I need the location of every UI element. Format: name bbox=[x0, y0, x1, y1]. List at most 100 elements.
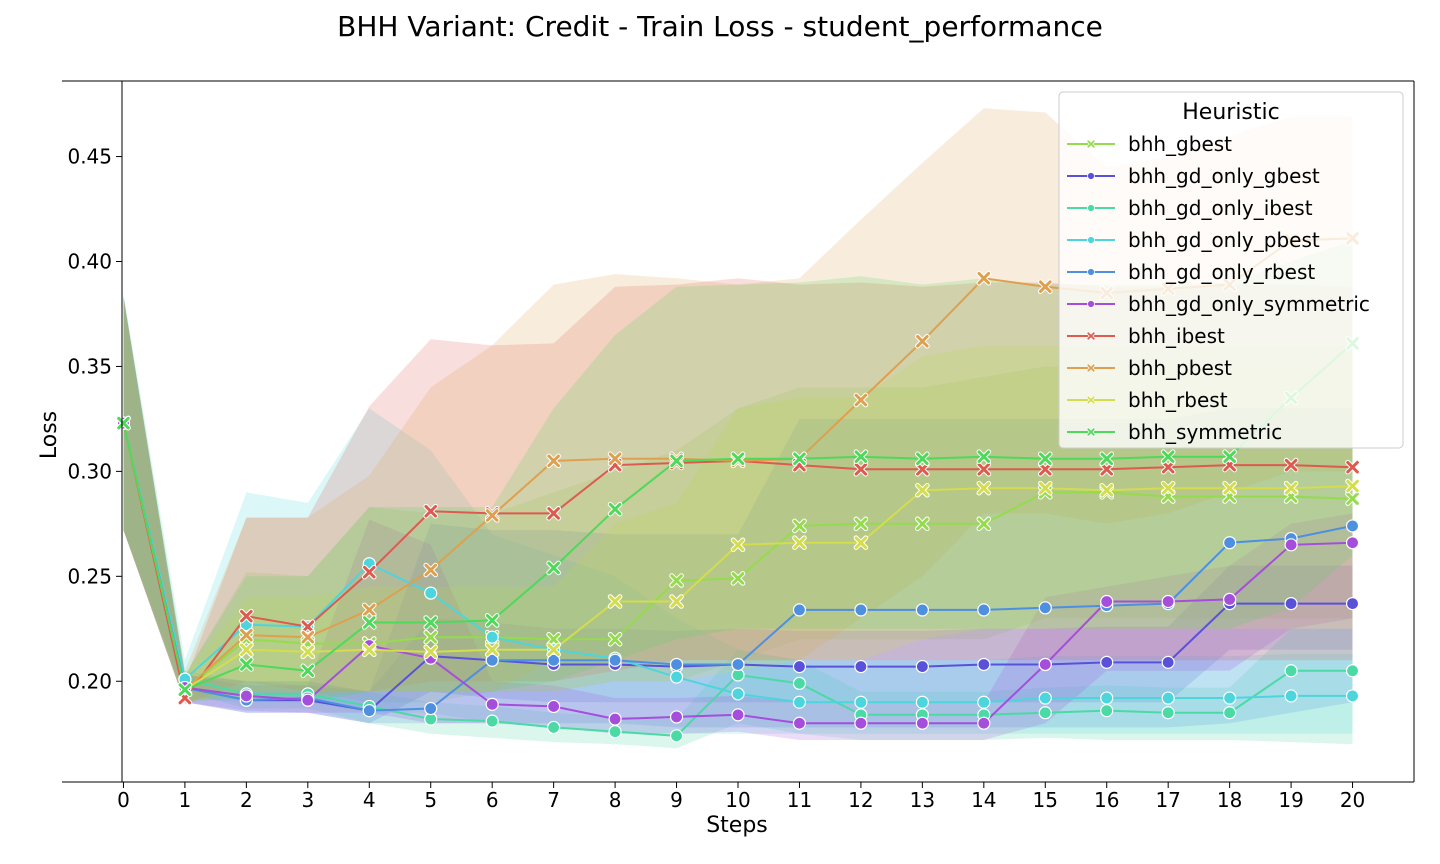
marker-bhh_gd_only_rbest-20 bbox=[1345, 519, 1360, 533]
marker-cross bbox=[854, 462, 868, 476]
marker-bhh_gd_only_gbest-13 bbox=[915, 659, 929, 674]
marker-bhh_gd_only_ibest-20 bbox=[1345, 664, 1360, 678]
marker-cross bbox=[547, 561, 560, 575]
marker-bhh_symmetric-5 bbox=[423, 615, 439, 630]
marker-bhh_gd_only_symmetric-2 bbox=[239, 689, 253, 703]
band-bhh_rbest bbox=[123, 297, 1353, 703]
marker-bhh_symmetric-4 bbox=[361, 615, 377, 630]
marker-cross bbox=[547, 632, 560, 646]
marker-cross bbox=[1161, 450, 1175, 463]
marker-bhh_rbest-10 bbox=[730, 537, 746, 553]
marker-bhh_pbest-8 bbox=[607, 451, 623, 467]
marker-bhh_pbest-6 bbox=[484, 508, 500, 523]
marker-bhh_gd_only_symmetric-3 bbox=[301, 693, 315, 707]
marker-cross bbox=[1038, 280, 1052, 293]
marker-cross bbox=[731, 452, 745, 466]
marker-cross bbox=[1100, 452, 1114, 466]
marker-bhh_symmetric-14 bbox=[976, 449, 992, 464]
marker-bhh_ibest-15 bbox=[1037, 461, 1053, 477]
marker-cross bbox=[793, 452, 806, 466]
marker-bhh_gd_only_pbest-18 bbox=[1223, 691, 1237, 705]
marker-bhh_gd_only_symmetric-18 bbox=[1223, 592, 1237, 607]
marker-cross bbox=[854, 450, 868, 463]
x-tick-label: 12 bbox=[848, 788, 873, 812]
marker-bhh_gd_only_pbest-15 bbox=[1038, 691, 1052, 705]
marker-bhh_pbest-12 bbox=[853, 392, 869, 408]
marker-bhh_gbest-20 bbox=[1345, 491, 1360, 506]
legend-label-bhh_gd_only_ibest: bhh_gd_only_ibest bbox=[1128, 196, 1313, 220]
marker-bhh_symmetric-9 bbox=[669, 453, 684, 469]
marker-cross bbox=[670, 454, 683, 468]
marker-bhh_symmetric-7 bbox=[546, 560, 561, 576]
legend-marker-bhh_symmetric bbox=[1086, 427, 1096, 437]
marker-cross bbox=[1161, 481, 1175, 495]
marker-bhh_gd_only_gbest-11 bbox=[792, 659, 807, 674]
x-tick-label: 5 bbox=[424, 788, 437, 812]
marker-cross bbox=[1038, 452, 1052, 466]
marker-bhh_gd_only_gbest-12 bbox=[854, 659, 868, 674]
marker-bhh_gbest-8 bbox=[607, 631, 623, 647]
marker-bhh_gd_only_ibest-15 bbox=[1038, 706, 1052, 720]
y-tick-label: 0.40 bbox=[67, 249, 112, 273]
marker-bhh_gd_only_pbest-17 bbox=[1161, 691, 1175, 705]
legend-marker-bhh_gd_only_gbest bbox=[1087, 172, 1095, 180]
marker-cross bbox=[240, 658, 253, 671]
x-tick-label: 10 bbox=[725, 788, 750, 812]
marker-bhh_gd_only_rbest-8 bbox=[608, 653, 622, 667]
marker-bhh_gd_only_symmetric-11 bbox=[792, 716, 807, 730]
marker-bhh_gd_only_rbest-11 bbox=[792, 603, 807, 617]
marker-cross bbox=[301, 664, 315, 678]
x-tick-label: 1 bbox=[179, 788, 192, 812]
marker-bhh_rbest-14 bbox=[976, 480, 992, 496]
legend-label-bhh_ibest: bhh_ibest bbox=[1128, 324, 1225, 348]
marker-bhh_gd_only_symmetric-8 bbox=[608, 712, 622, 726]
marker-cross bbox=[608, 595, 622, 608]
x-tick-label: 8 bbox=[609, 788, 622, 812]
legend-marker-bhh_pbest bbox=[1086, 363, 1096, 373]
marker-bhh_gd_only_gbest-19 bbox=[1284, 597, 1298, 611]
marker-cross bbox=[178, 683, 192, 696]
marker-bhh_gd_only_pbest-14 bbox=[977, 695, 991, 709]
marker-cross bbox=[1346, 479, 1359, 493]
marker-bhh_gd_only_gbest-16 bbox=[1100, 655, 1114, 669]
marker-bhh_rbest-20 bbox=[1345, 478, 1360, 494]
marker-bhh_symmetric-17 bbox=[1160, 449, 1176, 464]
y-tick-label: 0.20 bbox=[67, 669, 112, 693]
marker-cross bbox=[362, 616, 376, 629]
marker-bhh_gd_only_pbest-20 bbox=[1345, 689, 1360, 703]
marker-bhh_symmetric-18 bbox=[1222, 449, 1237, 464]
marker-bhh_rbest-12 bbox=[853, 535, 869, 551]
x-tick-label: 6 bbox=[486, 788, 499, 812]
marker-cross bbox=[608, 452, 622, 466]
marker-cross bbox=[424, 630, 438, 644]
marker-bhh_rbest-18 bbox=[1222, 480, 1237, 496]
marker-bhh_ibest-13 bbox=[915, 461, 930, 477]
x-tick-label: 15 bbox=[1033, 788, 1058, 812]
x-axis-label: Steps bbox=[706, 813, 768, 838]
marker-bhh_gbest-13 bbox=[915, 516, 930, 532]
marker-cross bbox=[362, 603, 376, 617]
legend-box bbox=[1058, 91, 1404, 449]
marker-cross bbox=[485, 614, 499, 627]
legend-label-bhh_gd_only_symmetric: bhh_gd_only_symmetric bbox=[1128, 292, 1370, 316]
marker-cross bbox=[240, 628, 253, 642]
marker-cross bbox=[1223, 450, 1236, 463]
marker-bhh_rbest-13 bbox=[915, 482, 930, 498]
legend-label-bhh_rbest: bhh_rbest bbox=[1128, 388, 1228, 412]
marker-cross bbox=[424, 563, 438, 577]
marker-cross bbox=[1038, 481, 1052, 495]
marker-bhh_gd_only_symmetric-16 bbox=[1100, 594, 1114, 609]
x-tick-label: 11 bbox=[787, 788, 812, 812]
marker-bhh_symmetric-0 bbox=[116, 415, 131, 431]
marker-bhh_gd_only_ibest-17 bbox=[1161, 706, 1175, 720]
legend-label-bhh_gd_only_rbest: bhh_gd_only_rbest bbox=[1128, 260, 1315, 284]
marker-bhh_pbest-13 bbox=[915, 333, 930, 349]
band-bhh_gd_only_symmetric bbox=[123, 297, 1353, 740]
marker-bhh_symmetric-11 bbox=[792, 451, 807, 467]
marker-cross bbox=[424, 645, 438, 659]
marker-cross bbox=[1284, 481, 1298, 495]
legend-title: Heuristic bbox=[1182, 100, 1279, 125]
marker-bhh_pbest-15 bbox=[1037, 279, 1053, 294]
marker-cross bbox=[1087, 396, 1095, 404]
marker-bhh_symmetric-1 bbox=[177, 682, 193, 697]
